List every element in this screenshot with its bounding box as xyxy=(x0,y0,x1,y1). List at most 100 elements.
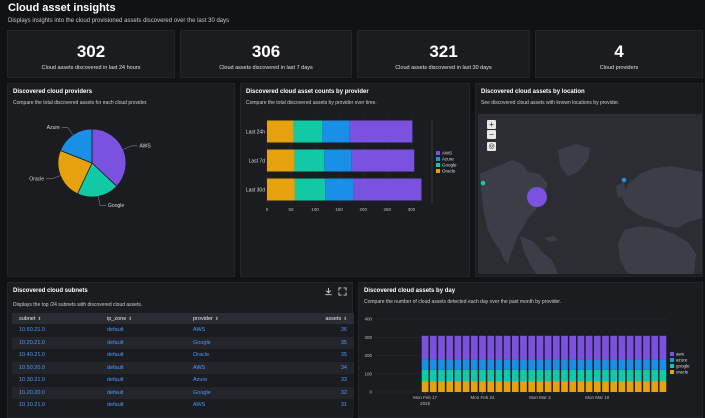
bar-segment-oracle[interactable] xyxy=(267,120,294,143)
table-row[interactable]: 10.20.20.0 default Google 32 xyxy=(12,386,354,399)
bar-segment-azure[interactable] xyxy=(602,359,609,370)
bar-segment-azure[interactable] xyxy=(421,359,429,370)
bar-segment-oracle[interactable] xyxy=(520,381,527,392)
bar-segment-google[interactable] xyxy=(528,369,536,382)
bar-segment-oracle[interactable] xyxy=(438,381,445,392)
legend-label[interactable]: Oracle xyxy=(442,169,456,174)
cell-ip-zone[interactable]: default xyxy=(100,349,186,362)
bar-segment-google[interactable] xyxy=(577,369,585,382)
bar-segment-google[interactable] xyxy=(293,120,323,143)
bar-segment-azure[interactable] xyxy=(503,359,511,370)
cell-assets[interactable]: 33 xyxy=(296,374,354,387)
bar-segment-google[interactable] xyxy=(454,369,462,382)
bar-segment-azure[interactable] xyxy=(585,359,593,370)
bar-segment-azure[interactable] xyxy=(495,359,503,370)
bar-segment-google[interactable] xyxy=(429,369,437,382)
bar-segment-aws[interactable] xyxy=(495,335,503,360)
bar-segment-aws[interactable] xyxy=(511,335,519,360)
bar-segment-oracle[interactable] xyxy=(429,381,437,392)
bar-segment-google[interactable] xyxy=(511,369,519,382)
bar-segment-oracle[interactable] xyxy=(659,381,667,392)
bar-segment-google[interactable] xyxy=(610,369,618,382)
bar-segment-azure[interactable] xyxy=(634,359,642,370)
cell-subnet[interactable]: 10.50.20.0 xyxy=(12,361,100,374)
legend-label[interactable]: AWS xyxy=(442,151,452,156)
bar-segment-azure[interactable] xyxy=(454,359,462,370)
cell-subnet[interactable]: 10.30.21.0 xyxy=(12,374,100,387)
bar-segment-google[interactable] xyxy=(503,369,511,382)
location-marker-google[interactable] xyxy=(480,180,486,186)
bar-segment-oracle[interactable] xyxy=(421,381,429,392)
bar-segment-google[interactable] xyxy=(520,369,527,382)
bar-segment-aws[interactable] xyxy=(429,335,437,360)
bar-segment-oracle[interactable] xyxy=(651,381,659,392)
bar-segment-aws[interactable] xyxy=(577,335,585,360)
cell-provider[interactable]: AWS xyxy=(186,324,296,337)
bar-segment-google[interactable] xyxy=(593,369,601,382)
bar-segment-azure[interactable] xyxy=(429,359,437,370)
table-row[interactable]: 10.30.21.0 default Azure 33 xyxy=(12,374,354,387)
bar-segment-google[interactable] xyxy=(487,369,495,382)
bar-segment-google[interactable] xyxy=(495,369,503,382)
cell-subnet[interactable]: 10.20.21.0 xyxy=(12,336,100,349)
bar-segment-aws[interactable] xyxy=(536,335,544,360)
bar-segment-oracle[interactable] xyxy=(462,381,470,392)
location-marker-aws[interactable] xyxy=(527,187,547,207)
bar-segment-google[interactable] xyxy=(626,369,634,382)
bar-segment-aws[interactable] xyxy=(585,335,593,360)
bar-segment-azure[interactable] xyxy=(536,359,544,370)
bar-segment-google[interactable] xyxy=(561,369,568,382)
bar-segment-aws[interactable] xyxy=(487,335,495,360)
bar-segment-oracle[interactable] xyxy=(446,381,454,392)
legend-label[interactable]: Azure xyxy=(442,157,454,162)
location-marker-azure[interactable] xyxy=(621,177,627,183)
legend-label[interactable]: aws xyxy=(676,352,685,357)
cell-assets[interactable]: 35 xyxy=(296,336,354,349)
cell-subnet[interactable]: 10.40.21.0 xyxy=(12,349,100,362)
zoom-out-button[interactable]: − xyxy=(487,130,496,139)
bar-segment-oracle[interactable] xyxy=(552,381,560,392)
bar-segment-azure[interactable] xyxy=(446,359,454,370)
legend-label[interactable]: azure xyxy=(676,358,688,363)
bar-segment-oracle[interactable] xyxy=(561,381,568,392)
legend-label[interactable]: Google xyxy=(442,163,457,168)
table-row[interactable]: 10.20.21.0 default Google 35 xyxy=(12,336,354,349)
bar-segment-oracle[interactable] xyxy=(495,381,503,392)
bar-segment-aws[interactable] xyxy=(626,335,634,360)
bar-segment-azure[interactable] xyxy=(651,359,659,370)
bar-segment-google[interactable] xyxy=(634,369,642,382)
bar-segment-aws[interactable] xyxy=(351,149,415,172)
cell-ip-zone[interactable]: default xyxy=(100,336,186,349)
bar-segment-azure[interactable] xyxy=(552,359,560,370)
bar-segment-google[interactable] xyxy=(585,369,593,382)
bar-segment-oracle[interactable] xyxy=(626,381,634,392)
column-header-subnet[interactable]: subnet ⬍ xyxy=(12,313,100,324)
bar-segment-aws[interactable] xyxy=(349,120,413,143)
bar-segment-google[interactable] xyxy=(536,369,544,382)
bar-segment-google[interactable] xyxy=(470,369,478,382)
bar-segment-google[interactable] xyxy=(294,178,326,201)
bar-segment-google[interactable] xyxy=(479,369,486,382)
expand-icon[interactable] xyxy=(338,287,347,298)
column-header-provider[interactable]: provider ⬍ xyxy=(186,313,296,324)
bar-segment-aws[interactable] xyxy=(651,335,659,360)
bar-segment-oracle[interactable] xyxy=(643,381,650,392)
bar-segment-oracle[interactable] xyxy=(470,381,478,392)
cell-assets[interactable]: 32 xyxy=(296,386,354,399)
bar-segment-azure[interactable] xyxy=(593,359,601,370)
bar-segment-oracle[interactable] xyxy=(487,381,495,392)
bar-segment-aws[interactable] xyxy=(602,335,609,360)
bar-segment-oracle[interactable] xyxy=(503,381,511,392)
bar-segment-aws[interactable] xyxy=(552,335,560,360)
cell-assets[interactable]: 36 xyxy=(296,324,354,337)
bar-segment-aws[interactable] xyxy=(520,335,527,360)
bar-segment-aws[interactable] xyxy=(353,178,422,201)
download-icon[interactable] xyxy=(324,287,333,298)
table-row[interactable]: 10.40.21.0 default Oracle 35 xyxy=(12,349,354,362)
bar-segment-oracle[interactable] xyxy=(610,381,618,392)
cell-subnet[interactable]: 10.50.21.0 xyxy=(12,324,100,337)
bar-segment-aws[interactable] xyxy=(438,335,445,360)
bar-segment-google[interactable] xyxy=(421,369,429,382)
bar-segment-azure[interactable] xyxy=(569,359,577,370)
legend-label[interactable]: oracle xyxy=(676,370,689,375)
